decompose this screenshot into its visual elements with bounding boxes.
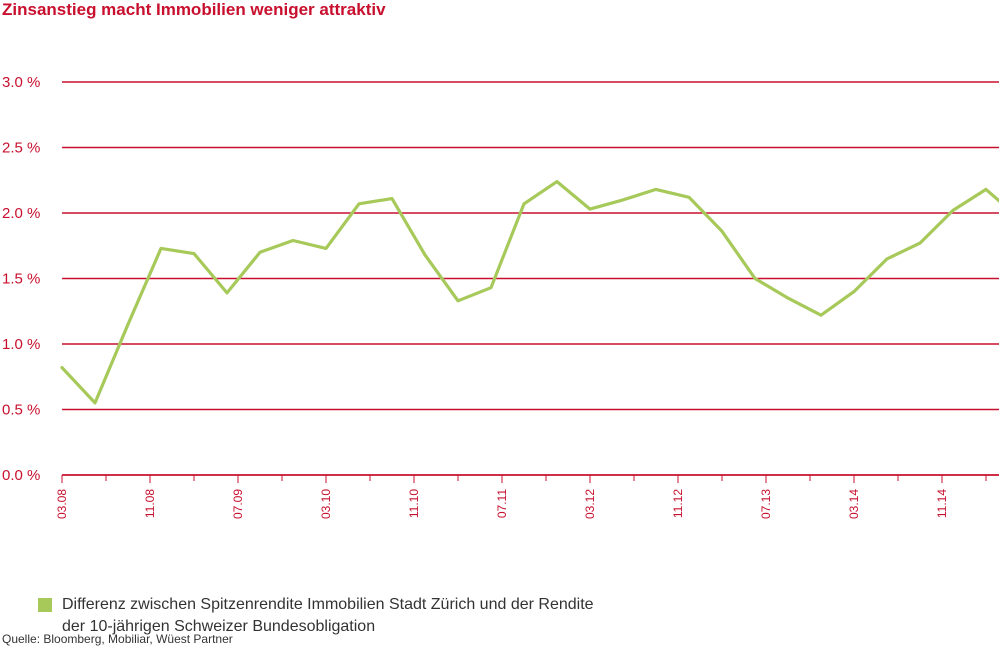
legend-swatch <box>38 598 52 612</box>
legend-label-line1: Differenz zwischen Spitzenrendite Immobi… <box>62 596 594 613</box>
x-tick-label: 11.14 <box>935 489 949 518</box>
series-line <box>60 180 999 405</box>
y-tick-label: 1.0 % <box>2 336 40 353</box>
y-tick-label: 2.0 % <box>2 205 40 222</box>
x-tick-label: 07.09 <box>231 489 245 519</box>
line-chart: 0.0 % 0.5 % 1.0 % 1.5 % 2.0 % 2.5 % 3.0 % 03.0… <box>2 74 999 519</box>
x-tick-label: 11.10 <box>407 489 421 518</box>
x-tick-label: 03.12 <box>583 489 597 519</box>
chart-title: Zinsanstieg macht Immobilien weniger att… <box>2 0 386 19</box>
y-tick-label: 0.5 % <box>2 402 40 419</box>
y-tick-label: 0.0 % <box>2 467 40 484</box>
x-tick-label: 03.08 <box>55 489 69 519</box>
x-tick-label: 03.10 <box>319 489 333 519</box>
series-layer <box>60 180 999 405</box>
x-tick-label: 07.11 <box>495 489 509 518</box>
x-axis <box>61 474 999 483</box>
y-tick-label: 2.5 % <box>2 140 40 157</box>
y-tick-label: 1.5 % <box>2 271 40 288</box>
x-tick-label: 11.12 <box>671 489 685 518</box>
legend-label-line2: der 10-jährigen Schweizer Bundesobligati… <box>62 618 376 635</box>
x-tick-label: 03.14 <box>847 489 861 519</box>
legend-label: Differenz zwischen Spitzenrendite Immobi… <box>62 594 594 638</box>
x-axis-ticks: 03.08 11.08 07.09 03.10 11.10 07.11 03.12 11.12… <box>55 489 949 519</box>
legend: Differenz zwischen Spitzenrendite Immobi… <box>38 594 594 638</box>
x-tick-label: 07.13 <box>759 489 773 519</box>
y-axis-ticks: 0.0 % 0.5 % 1.0 % 1.5 % 2.0 % 2.5 % 3.0 % <box>2 74 40 484</box>
y-tick-label: 3.0 % <box>2 74 40 91</box>
gridlines <box>62 81 999 476</box>
x-tick-label: 11.08 <box>143 489 157 518</box>
source-note: Quelle: Bloomberg, Mobiliar, Wüest Partn… <box>2 632 233 646</box>
